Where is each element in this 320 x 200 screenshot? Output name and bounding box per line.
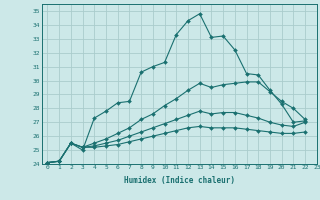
X-axis label: Humidex (Indice chaleur): Humidex (Indice chaleur) [124,176,235,185]
